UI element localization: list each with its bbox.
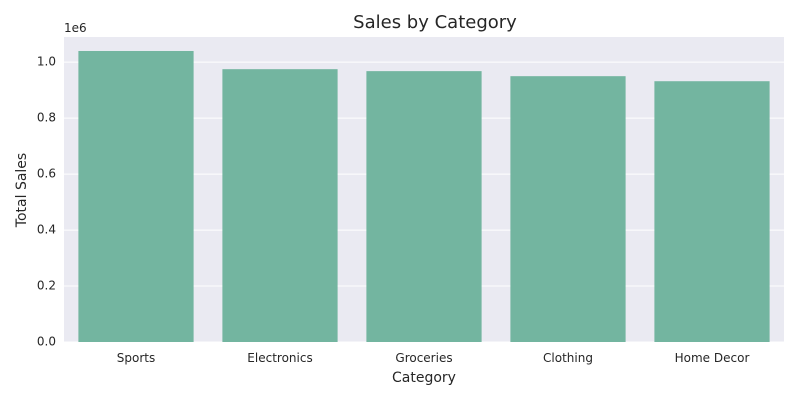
bars: [78, 50, 770, 343]
x-tick-label: Sports: [117, 351, 155, 365]
y-offset-label: 1e6: [64, 21, 87, 35]
x-tick-label: Groceries: [395, 351, 452, 365]
y-axis-label: Total Sales: [14, 153, 30, 228]
x-tick-label: Electronics: [247, 351, 312, 365]
y-tick-label: 0.2: [37, 279, 56, 293]
x-tick-label: Clothing: [543, 351, 593, 365]
bar-clothing: [510, 76, 626, 342]
y-tick-label: 0.4: [37, 223, 56, 237]
bar-electronics: [222, 69, 338, 343]
y-tick-label: 1.0: [37, 55, 56, 69]
bar-groceries: [366, 71, 482, 343]
y-tick-label: 0.6: [37, 167, 56, 181]
bar-sports: [78, 50, 194, 343]
y-axis: 0.0 0.2 0.4 0.6 0.8 1.0: [37, 55, 56, 349]
bar-home-decor: [654, 81, 770, 343]
x-axis-label: Category: [392, 370, 456, 386]
y-tick-label: 0.0: [37, 335, 56, 349]
x-axis: Sports Electronics Groceries Clothing Home D…: [117, 351, 750, 365]
x-tick-label: Home Decor: [675, 351, 750, 365]
y-tick-label: 0.8: [37, 111, 56, 125]
chart-title: Sales by Category: [353, 12, 517, 33]
